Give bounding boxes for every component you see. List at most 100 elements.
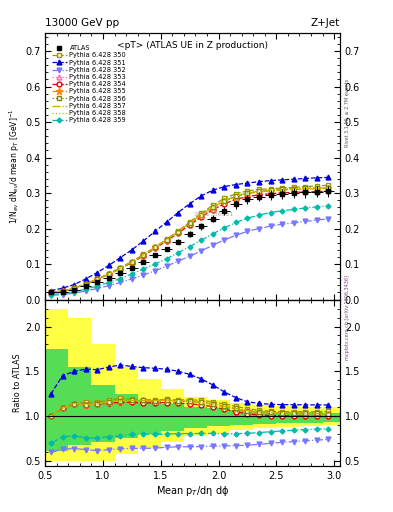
Pythia 6.428 355 xyxy=(176,229,180,235)
Pythia 6.428 359 xyxy=(60,290,65,296)
Pythia 6.428 355 xyxy=(233,194,238,200)
Text: <pT> (ATLAS UE in Z production): <pT> (ATLAS UE in Z production) xyxy=(117,41,268,50)
Pythia 6.428 351 xyxy=(280,177,285,183)
Pythia 6.428 356 xyxy=(257,188,261,195)
Pythia 6.428 358 xyxy=(199,212,204,218)
Pythia 6.428 358 xyxy=(314,185,319,191)
Pythia 6.428 358 xyxy=(280,186,285,193)
Pythia 6.428 351 xyxy=(257,179,261,185)
Pythia 6.428 350 xyxy=(107,270,111,276)
Pythia 6.428 353 xyxy=(49,289,53,295)
Pythia 6.428 354 xyxy=(303,189,308,195)
Pythia 6.428 359 xyxy=(280,208,285,214)
Pythia 6.428 356 xyxy=(291,186,296,192)
Pythia 6.428 358 xyxy=(141,252,146,258)
Pythia 6.428 354 xyxy=(83,281,88,287)
Pythia 6.428 356 xyxy=(49,289,53,295)
Pythia 6.428 355 xyxy=(314,186,319,192)
Pythia 6.428 358 xyxy=(326,185,331,191)
Pythia 6.428 357 xyxy=(152,244,157,250)
Pythia 6.428 356 xyxy=(210,204,215,210)
Pythia 6.428 357 xyxy=(107,271,111,277)
Pythia 6.428 353 xyxy=(233,193,238,199)
Text: mcplots.cern.ch [arXiv:1306.3436]: mcplots.cern.ch [arXiv:1306.3436] xyxy=(345,275,350,360)
Pythia 6.428 351 xyxy=(303,176,308,182)
Pythia 6.428 359 xyxy=(222,225,227,231)
Pythia 6.428 358 xyxy=(95,276,99,282)
Pythia 6.428 350 xyxy=(268,186,273,192)
Pythia 6.428 358 xyxy=(176,229,180,235)
Pythia 6.428 353 xyxy=(210,204,215,210)
Pythia 6.428 355 xyxy=(257,189,261,195)
Pythia 6.428 350 xyxy=(60,288,65,294)
Pythia 6.428 352 xyxy=(187,253,192,259)
Pythia 6.428 352 xyxy=(233,232,238,239)
Pythia 6.428 351 xyxy=(268,178,273,184)
Pythia 6.428 357 xyxy=(164,237,169,243)
X-axis label: Mean p$_{T}$/dη dϕ: Mean p$_{T}$/dη dϕ xyxy=(156,483,229,498)
Pythia 6.428 357 xyxy=(72,285,77,291)
Pythia 6.428 350 xyxy=(257,186,261,193)
Pythia 6.428 359 xyxy=(199,237,204,243)
Pythia 6.428 354 xyxy=(130,260,134,266)
Pythia 6.428 351 xyxy=(222,184,227,190)
Pythia 6.428 358 xyxy=(83,281,88,287)
Pythia 6.428 354 xyxy=(152,245,157,251)
Pythia 6.428 355 xyxy=(152,244,157,250)
Pythia 6.428 354 xyxy=(257,191,261,198)
Pythia 6.428 358 xyxy=(49,289,53,295)
Pythia 6.428 351 xyxy=(60,285,65,291)
Pythia 6.428 355 xyxy=(49,289,53,295)
Pythia 6.428 353 xyxy=(152,244,157,250)
Pythia 6.428 352 xyxy=(280,221,285,227)
Pythia 6.428 351 xyxy=(83,276,88,282)
Pythia 6.428 357 xyxy=(210,204,215,210)
Pythia 6.428 359 xyxy=(107,280,111,286)
Pythia 6.428 350 xyxy=(176,228,180,234)
Pythia 6.428 359 xyxy=(152,261,157,267)
Pythia 6.428 359 xyxy=(72,289,77,295)
Pythia 6.428 352 xyxy=(176,258,180,264)
Pythia 6.428 357 xyxy=(83,281,88,287)
Pythia 6.428 357 xyxy=(95,276,99,282)
Pythia 6.428 357 xyxy=(268,187,273,193)
Pythia 6.428 352 xyxy=(60,291,65,297)
Pythia 6.428 354 xyxy=(118,266,123,272)
Pythia 6.428 359 xyxy=(176,249,180,255)
Pythia 6.428 353 xyxy=(60,288,65,294)
Pythia 6.428 350 xyxy=(303,184,308,190)
Pythia 6.428 350 xyxy=(83,281,88,287)
Pythia 6.428 352 xyxy=(199,248,204,254)
Pythia 6.428 356 xyxy=(60,288,65,294)
Pythia 6.428 357 xyxy=(187,220,192,226)
Text: 13000 GeV pp: 13000 GeV pp xyxy=(45,18,119,28)
Pythia 6.428 354 xyxy=(268,190,273,197)
Pythia 6.428 352 xyxy=(291,220,296,226)
Pythia 6.428 351 xyxy=(210,187,215,193)
Pythia 6.428 354 xyxy=(72,285,77,291)
Pythia 6.428 350 xyxy=(245,188,250,194)
Pythia 6.428 359 xyxy=(245,215,250,221)
Pythia 6.428 352 xyxy=(49,292,53,298)
Pythia 6.428 352 xyxy=(118,280,123,286)
Pythia 6.428 356 xyxy=(326,185,331,191)
Pythia 6.428 359 xyxy=(291,206,296,212)
Pythia 6.428 355 xyxy=(222,198,227,204)
Pythia 6.428 355 xyxy=(60,288,65,294)
Pythia 6.428 350 xyxy=(314,183,319,189)
Pythia 6.428 359 xyxy=(303,205,308,211)
Pythia 6.428 350 xyxy=(141,251,146,258)
Pythia 6.428 352 xyxy=(83,288,88,294)
Pythia 6.428 355 xyxy=(291,186,296,193)
Pythia 6.428 359 xyxy=(49,291,53,297)
Pythia 6.428 354 xyxy=(210,207,215,213)
Pythia 6.428 356 xyxy=(152,244,157,250)
Pythia 6.428 358 xyxy=(245,190,250,196)
Pythia 6.428 351 xyxy=(245,180,250,186)
Pythia 6.428 357 xyxy=(60,288,65,294)
Pythia 6.428 354 xyxy=(280,190,285,196)
Pythia 6.428 354 xyxy=(326,188,331,195)
Pythia 6.428 354 xyxy=(233,196,238,202)
Pythia 6.428 356 xyxy=(164,237,169,243)
Pythia 6.428 358 xyxy=(222,198,227,204)
